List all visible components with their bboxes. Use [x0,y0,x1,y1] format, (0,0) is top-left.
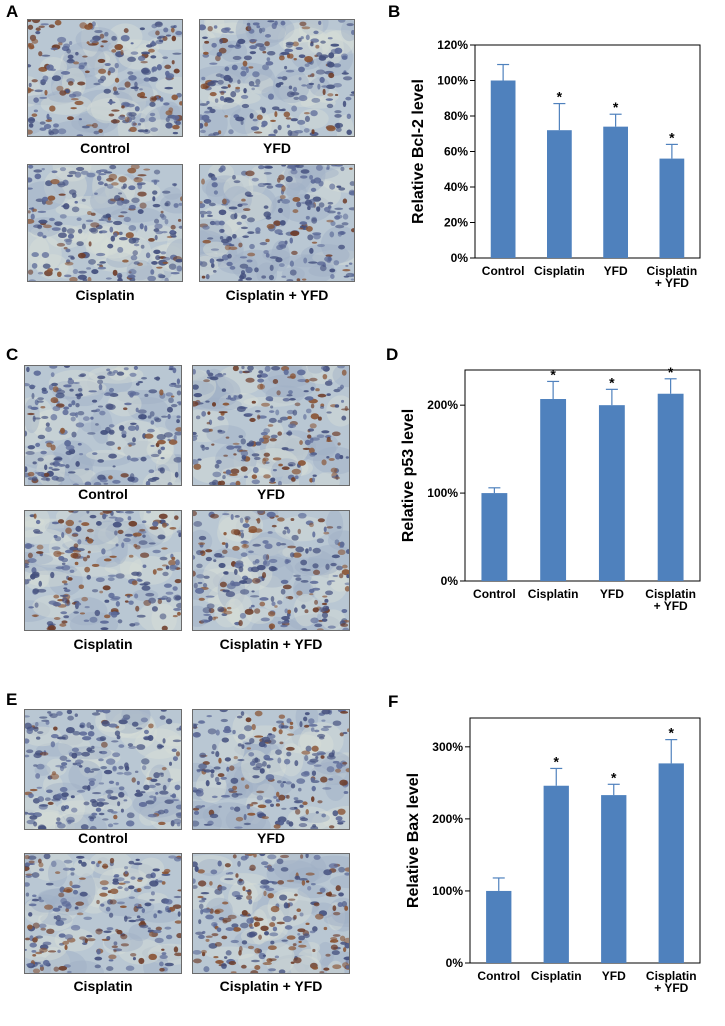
micro-label-c-control: Control [78,486,128,502]
x-tick-label: Control [477,969,520,983]
y-tick-label: 0% [446,956,464,970]
significance-marker: * [609,374,615,390]
micrograph-a-control [27,19,183,137]
bar [540,399,567,581]
micro-label-a-control: Control [80,140,130,156]
y-tick-label: 40% [444,180,468,194]
x-tick-label: + YFD [654,981,688,995]
y-tick-label: 300% [432,740,463,754]
y-tick-label: 80% [444,109,468,123]
bar [603,126,628,259]
x-tick-label: Cisplatin [531,969,582,983]
significance-marker: * [668,364,674,380]
bar [543,785,569,963]
significance-marker: * [613,99,619,115]
significance-marker: * [669,725,675,741]
x-tick-label: Cisplatin [528,587,579,601]
bar [657,393,684,581]
significance-marker: * [669,129,675,145]
micrograph-a-cisplatin [27,164,183,282]
micro-label-a-yfd: YFD [263,140,291,156]
x-tick-label: YFD [602,969,626,983]
x-tick-label: + YFD [655,276,689,290]
y-tick-label: 100% [432,884,463,898]
x-tick-label: YFD [604,264,628,278]
x-tick-label: Control [482,264,525,278]
micro-label-a-cisplatin: Cisplatin [75,287,135,303]
bar [659,158,685,258]
panel-letter-f: F [388,692,399,711]
x-tick-label: Cisplatin [646,969,697,983]
y-axis-label: Relative Bcl-2 level [410,79,427,224]
x-tick-label: Cisplatin [645,587,696,601]
y-tick-label: 100% [437,74,468,88]
bar-chart-bax: 0% 100% 200% 300% Relative Bax level Control *… [405,717,701,995]
panel-letter-d: D [386,345,399,364]
y-axis-label: Relative Bax level [405,773,422,908]
plot-frame [464,369,701,582]
significance-marker: * [557,89,563,105]
micrograph-e-cisplatin [24,853,182,974]
micro-label-a-cisplatin-yfd: Cisplatin + YFD [225,287,329,303]
micro-label-e-cisplatin-yfd: Cisplatin + YFD [219,978,323,994]
x-tick-label: Cisplatin [534,264,585,278]
y-tick-label: 0% [451,251,469,265]
y-tick-label: 120% [437,38,468,52]
significance-marker: * [554,753,560,769]
micrograph-c-yfd [192,365,350,486]
bar [658,763,684,963]
bar [490,80,516,258]
y-tick-label: 200% [427,398,458,412]
micro-label-c-cisplatin-yfd: Cisplatin + YFD [219,636,323,652]
panel-letter-b: B [388,2,401,21]
micro-label-e-yfd: YFD [257,830,285,846]
y-tick-label: 200% [432,812,463,826]
bar [481,493,508,581]
micro-label-c-yfd: YFD [257,486,285,502]
y-tick-label: 20% [444,216,468,230]
significance-marker: * [550,366,556,382]
micro-label-c-cisplatin: Cisplatin [73,636,133,652]
bar-chart-bcl2: 0% 20% 40% 60% 80% 100% 120% Relative Bcl-2 lev… [410,38,701,290]
y-tick-label: 0% [441,574,459,588]
bar [601,795,627,963]
micrograph-c-cisplatin [24,510,182,631]
micrograph-c-control [24,365,182,486]
bar-chart-p53: 0% 100% 200% Relative p53 level Control * Cisp… [400,364,701,613]
panel-letter-c: C [6,345,19,364]
y-axis-label: Relative p53 level [400,409,417,542]
micrograph-c-cisplatin-yfd [192,510,350,631]
micro-label-e-control: Control [78,830,128,846]
y-tick-label: 100% [427,486,458,500]
significance-marker: * [611,769,617,785]
bar [598,405,625,581]
x-tick-label: + YFD [654,599,688,613]
x-tick-label: YFD [600,587,624,601]
micro-label-e-cisplatin: Cisplatin [73,978,133,994]
y-tick-label: 60% [444,145,468,159]
micrograph-e-yfd [192,709,350,830]
panel-letter-a: A [6,2,19,21]
x-tick-label: Cisplatin [647,264,698,278]
micrograph-a-yfd [199,19,355,137]
plot-frame [469,717,701,964]
micrograph-e-control [24,709,182,830]
panel-letter-e: E [6,690,18,709]
bar [547,130,572,258]
micrograph-a-cisplatin-yfd [199,164,355,282]
bar [486,890,512,963]
micrograph-e-cisplatin-yfd [192,853,350,974]
x-tick-label: Control [473,587,516,601]
